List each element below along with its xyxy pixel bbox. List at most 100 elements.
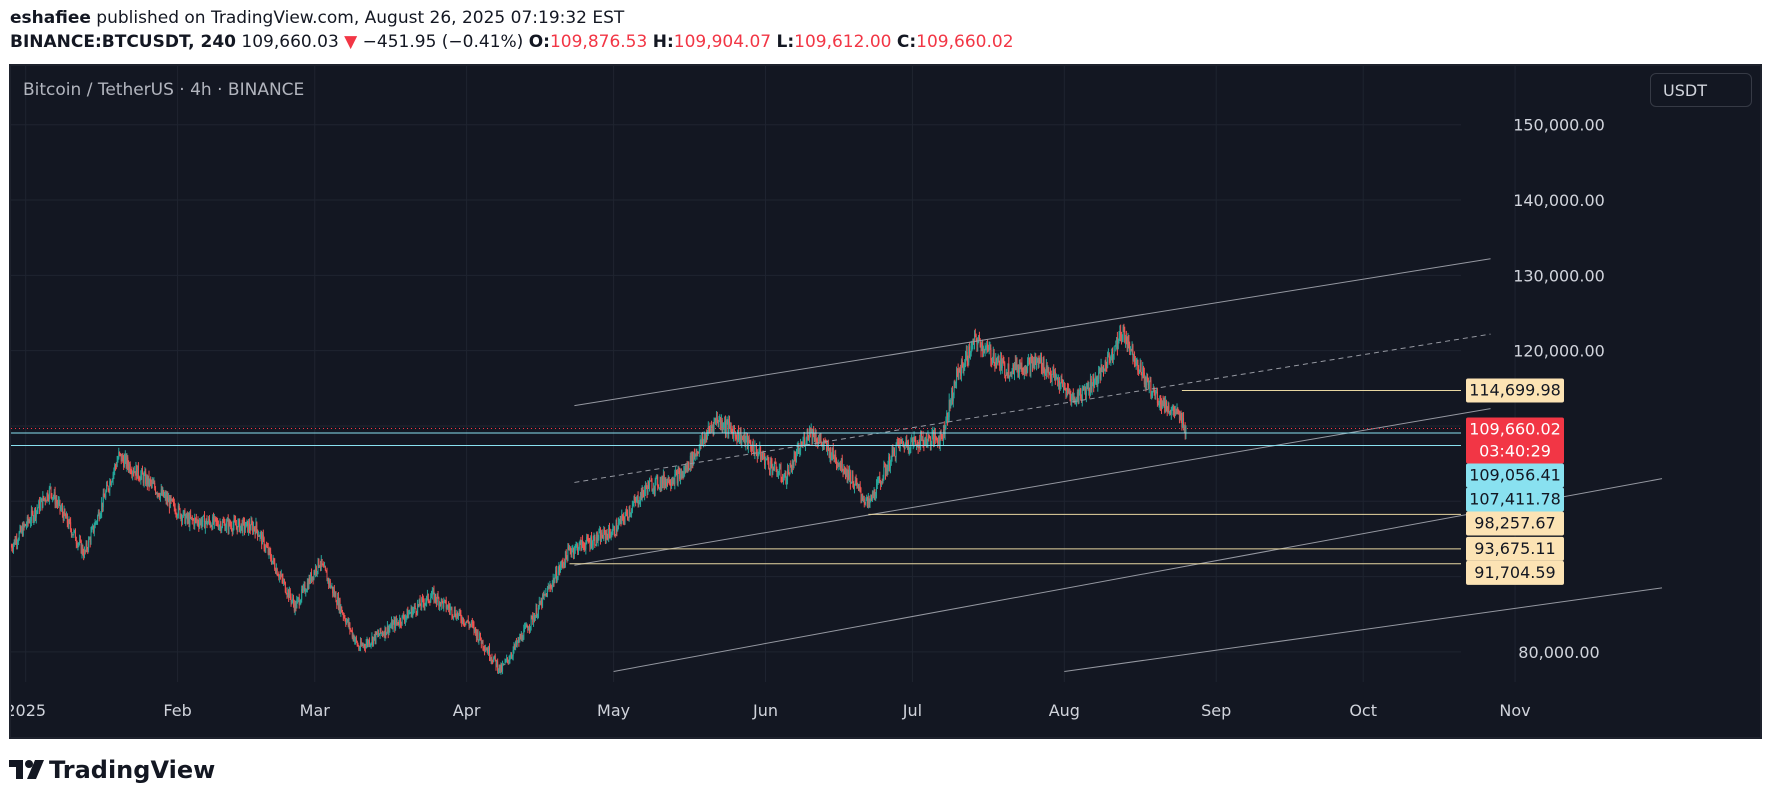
candle-body bbox=[962, 365, 964, 370]
chart-canvas[interactable]: 80,000.00 120,000.00 130,000.00 140,000.00 1… bbox=[11, 66, 1760, 737]
candle-body bbox=[365, 643, 367, 648]
candle-body bbox=[533, 617, 535, 621]
x-tick-label: May bbox=[597, 701, 630, 720]
candle-body bbox=[162, 490, 164, 496]
candle-body bbox=[544, 593, 546, 595]
candle-body bbox=[642, 487, 644, 493]
candle-body bbox=[729, 425, 731, 427]
candle-body bbox=[478, 639, 480, 642]
candle-body bbox=[963, 365, 965, 370]
candle-body bbox=[991, 360, 993, 362]
candle-body bbox=[1156, 391, 1158, 393]
candle-body bbox=[848, 470, 850, 480]
candle-body bbox=[578, 542, 580, 549]
candle-body bbox=[78, 543, 80, 545]
candle-body bbox=[1100, 365, 1102, 379]
candle-body bbox=[41, 498, 43, 508]
candle-body bbox=[1174, 412, 1176, 415]
candle-body bbox=[564, 563, 566, 565]
candle-body bbox=[28, 521, 30, 523]
candle-body bbox=[940, 431, 942, 437]
candle-body bbox=[1160, 395, 1162, 405]
candle-body bbox=[262, 534, 264, 538]
tradingview-brand[interactable]: TradingView bbox=[49, 756, 216, 784]
candle-body bbox=[566, 556, 568, 561]
candle-body bbox=[245, 521, 247, 528]
candle-body bbox=[230, 525, 232, 530]
candle-body bbox=[917, 447, 919, 449]
candle-body bbox=[328, 580, 330, 585]
candle-body bbox=[951, 390, 953, 401]
candle-body bbox=[821, 441, 823, 446]
candle-body bbox=[846, 469, 848, 480]
candle-body bbox=[482, 640, 484, 648]
candle-body bbox=[1078, 392, 1080, 402]
candle-body bbox=[568, 547, 570, 550]
candle-body bbox=[291, 600, 293, 603]
candle-body bbox=[569, 547, 571, 550]
candle-body bbox=[216, 520, 218, 522]
candle-body bbox=[616, 523, 618, 532]
candle-body bbox=[165, 494, 167, 502]
candle-body bbox=[705, 435, 707, 442]
candle-body bbox=[426, 596, 428, 602]
candle-body bbox=[777, 474, 779, 476]
author-name[interactable]: eshafiee bbox=[10, 8, 91, 28]
candle-body bbox=[158, 493, 160, 497]
tradingview-logo-icon[interactable] bbox=[9, 757, 45, 783]
candle-body bbox=[60, 509, 62, 511]
candle-body bbox=[771, 463, 773, 473]
candle-body bbox=[982, 350, 984, 352]
candle-body bbox=[380, 628, 382, 633]
candle-body bbox=[1091, 385, 1093, 390]
candle-body bbox=[682, 471, 684, 476]
candle-body bbox=[218, 525, 220, 529]
candle-body bbox=[1044, 372, 1046, 376]
candle-body bbox=[999, 361, 1001, 371]
candle-body bbox=[153, 483, 155, 485]
candle-body bbox=[967, 361, 969, 363]
candle-body bbox=[580, 540, 582, 550]
candle-body bbox=[278, 575, 280, 578]
candle-body bbox=[669, 484, 671, 486]
candle-body bbox=[1042, 358, 1044, 371]
candle-body bbox=[258, 535, 260, 537]
candle-body bbox=[633, 499, 635, 504]
candle-body bbox=[980, 347, 982, 351]
candle-body bbox=[1168, 405, 1170, 413]
candle-body bbox=[818, 439, 820, 441]
open-value: 109,876.53 bbox=[549, 32, 648, 52]
candle-body bbox=[141, 469, 143, 475]
candle-body bbox=[710, 426, 712, 430]
candle-body bbox=[1151, 391, 1153, 397]
candle-body bbox=[104, 497, 106, 499]
candle-body bbox=[144, 472, 146, 475]
candle-body bbox=[199, 519, 201, 523]
candle-body bbox=[1063, 386, 1065, 390]
candle-body bbox=[275, 569, 277, 574]
candle-body bbox=[884, 466, 886, 468]
chart-pane[interactable]: 80,000.00 120,000.00 130,000.00 140,000.00 1… bbox=[9, 64, 1762, 739]
candle-body bbox=[930, 441, 932, 445]
candle-body bbox=[414, 605, 416, 609]
candle-body bbox=[329, 580, 331, 588]
candle-body bbox=[1006, 372, 1008, 377]
candle-body bbox=[891, 449, 893, 456]
candle-body bbox=[1048, 371, 1050, 375]
candle-body bbox=[1115, 344, 1117, 346]
candle-body bbox=[453, 616, 455, 618]
candle-body bbox=[40, 498, 42, 502]
candle-body bbox=[364, 646, 366, 648]
candle-body bbox=[925, 438, 927, 442]
candle-body bbox=[253, 526, 255, 532]
candle-body bbox=[538, 601, 540, 607]
candle-body bbox=[298, 597, 300, 605]
candle-body bbox=[1165, 401, 1167, 412]
candle-body bbox=[545, 593, 547, 595]
candle-body bbox=[840, 463, 842, 468]
candle-body bbox=[795, 451, 797, 462]
candle-body bbox=[1093, 376, 1095, 388]
candle-body bbox=[1152, 391, 1154, 393]
candle-body bbox=[814, 434, 816, 441]
currency-button[interactable]: USDT bbox=[1650, 73, 1752, 107]
